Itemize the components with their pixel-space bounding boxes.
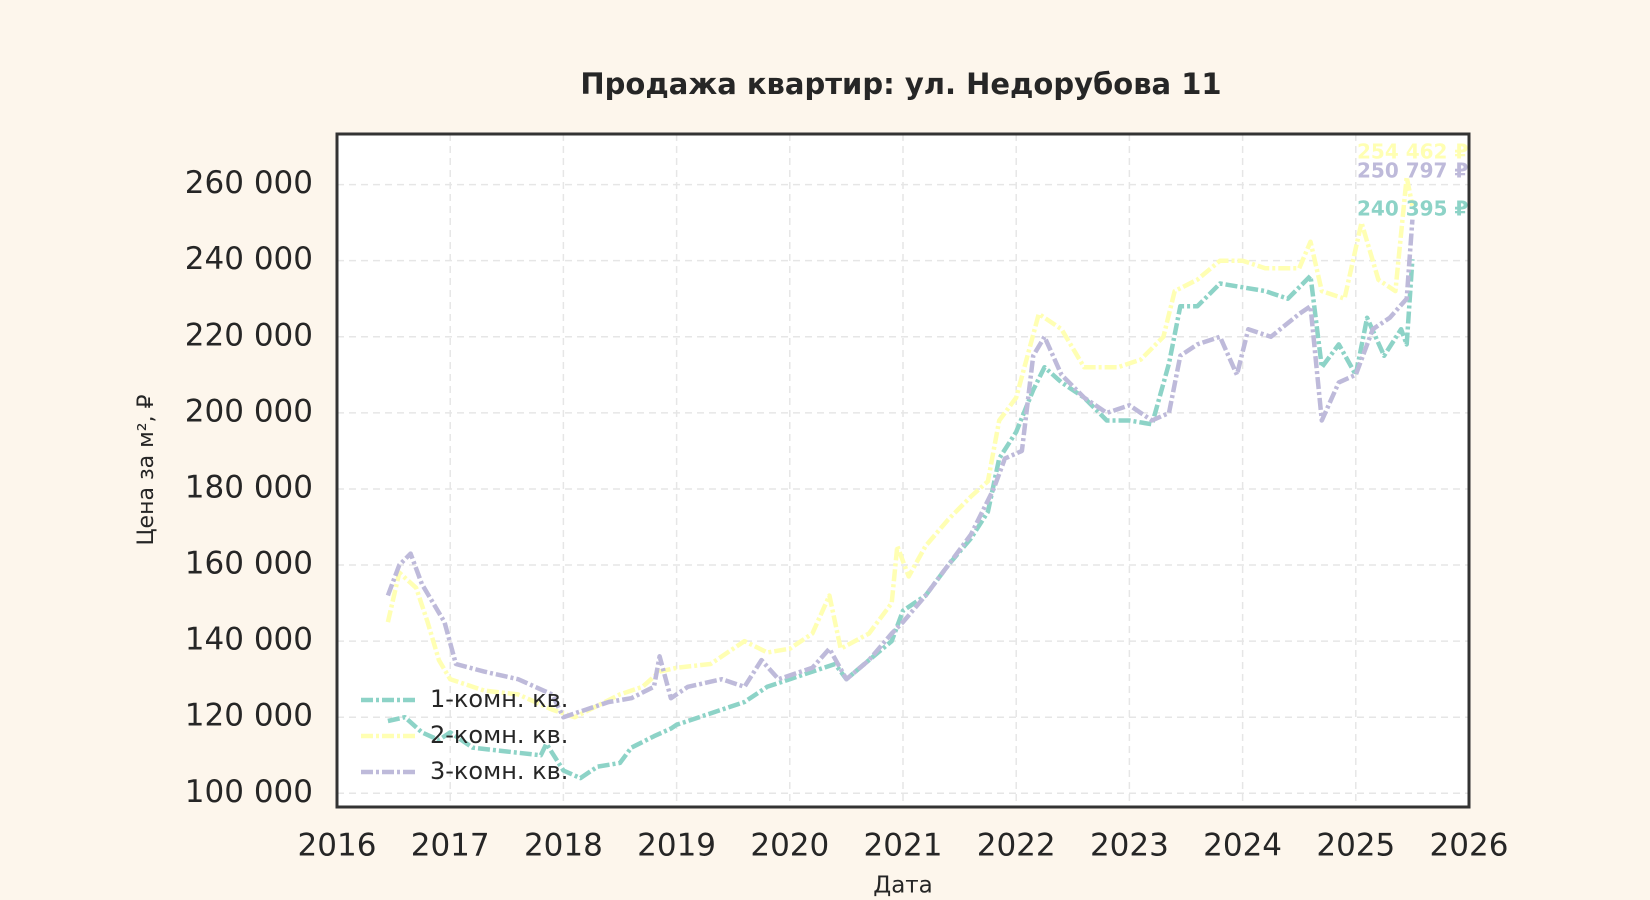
y-tick-label: 200 000 xyxy=(185,393,313,429)
x-tick-label: 2020 xyxy=(750,828,829,864)
x-tick-label: 2022 xyxy=(977,828,1056,864)
series-line xyxy=(385,219,1415,720)
x-tick-label: 2025 xyxy=(1316,828,1395,864)
legend-label: 2-комн. кв. xyxy=(430,721,568,749)
y-tick-label: 160 000 xyxy=(185,546,313,582)
x-tick-label: 2024 xyxy=(1203,828,1282,864)
grid xyxy=(336,134,1470,807)
legend-label: 3-комн. кв. xyxy=(430,757,568,785)
x-tick-label: 2016 xyxy=(298,828,377,864)
labels: 254 462 ₽250 797 ₽ 240 395 ₽ xyxy=(1357,140,1468,221)
value-label: 254 462 ₽ xyxy=(1357,140,1468,164)
y-axis-label: Цена за м², ₽ xyxy=(134,394,159,545)
chart-title: Продажа квартир: ул. Недорубова 11 xyxy=(580,67,1221,101)
y-tick-label: 180 000 xyxy=(185,469,313,505)
y-tick-label: 220 000 xyxy=(185,317,313,353)
legend-label: 1-комн. кв. xyxy=(430,685,568,713)
y-tick-label: 120 000 xyxy=(185,698,313,734)
value-label: 240 395 ₽ xyxy=(1357,197,1468,221)
y-tick-label: 100 000 xyxy=(185,774,313,810)
y-tick-label: 260 000 xyxy=(185,165,313,201)
x-axis-label: Дата xyxy=(873,873,933,899)
x-tick-label: 2021 xyxy=(864,828,943,864)
plot-border xyxy=(335,132,1471,809)
y-tick-label: 240 000 xyxy=(185,241,313,277)
lines xyxy=(385,174,1415,781)
x-tick-label: 2019 xyxy=(637,828,716,864)
x-tick-label: 2018 xyxy=(524,828,603,864)
x-tick-label: 2017 xyxy=(411,828,490,864)
legend: 1-комн. кв. 2-комн. кв. 3-комн. кв. xyxy=(361,685,568,785)
y-tick-label: 140 000 xyxy=(185,622,313,658)
x-tick-label: 2026 xyxy=(1430,828,1509,864)
x-tick-label: 2023 xyxy=(1090,828,1169,864)
value-label: 250 797 ₽ xyxy=(1357,159,1468,183)
